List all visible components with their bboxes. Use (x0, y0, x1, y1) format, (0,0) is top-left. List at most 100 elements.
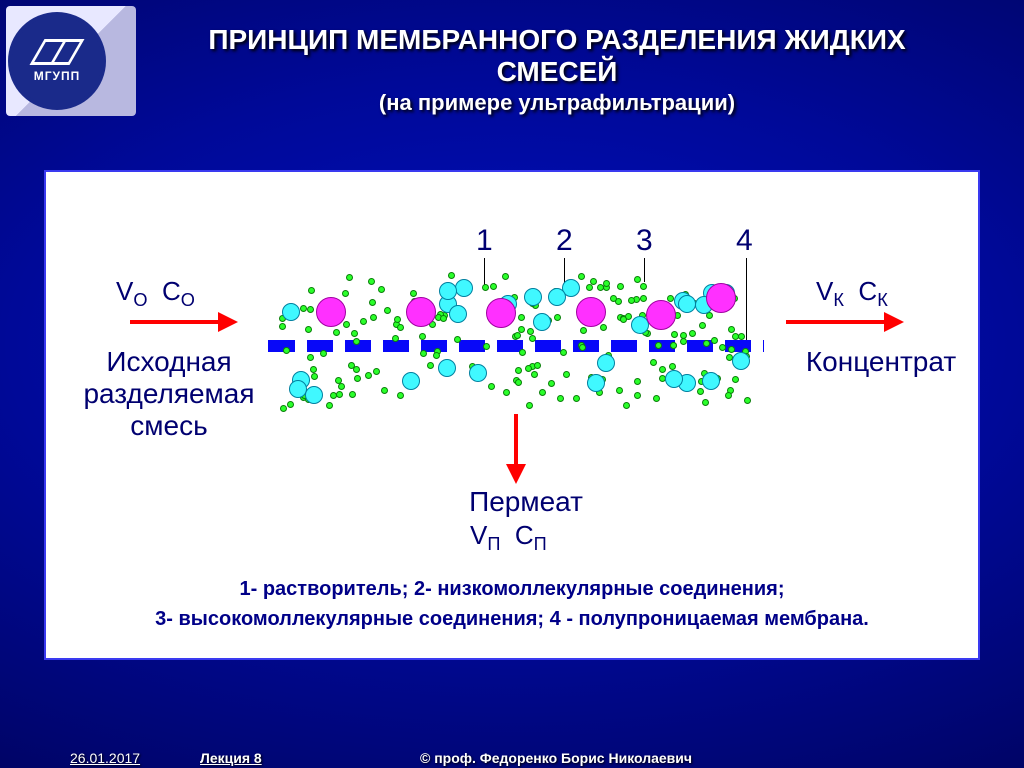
particle-solvent (307, 306, 314, 313)
particle-solvent (671, 331, 678, 338)
particle-solvent (287, 401, 294, 408)
particle-low-mw (678, 295, 696, 313)
particle-solvent (669, 363, 676, 370)
particle-low-mw (548, 288, 566, 306)
particle-solvent (419, 333, 426, 340)
particle-low-mw (305, 386, 323, 404)
particle-solvent (349, 391, 356, 398)
arrow-concentrate-out (786, 320, 886, 328)
particle-low-mw (597, 354, 615, 372)
particle-solvent (410, 290, 417, 297)
particle-solvent (427, 362, 434, 369)
particle-low-mw (524, 288, 542, 306)
footer-lecture: Лекция 8 (200, 750, 262, 766)
particle-solvent (586, 284, 593, 291)
particle-solvent (307, 354, 314, 361)
particle-solvent (655, 342, 662, 349)
particle-solvent (351, 330, 358, 337)
title-line1: ПРИНЦИП МЕМБРАННОГО РАЗДЕЛЕНИЯ ЖИДКИХ СМ… (150, 24, 964, 88)
particle-solvent (420, 350, 427, 357)
permeate-label: Пермеат (426, 486, 626, 518)
content-box: 1 2 3 4 VО CО Исходная разделяемая смесь… (44, 170, 980, 660)
particle-solvent (738, 333, 745, 340)
particle-solvent (378, 286, 385, 293)
particle-solvent (689, 330, 696, 337)
particle-solvent (336, 391, 343, 398)
feed-variables: VО CО (116, 276, 195, 311)
particle-low-mw (665, 370, 683, 388)
particle-solvent (342, 290, 349, 297)
particle-solvent (503, 389, 510, 396)
particle-solvent (308, 287, 315, 294)
particle-solvent (620, 316, 627, 323)
particle-solvent (699, 322, 706, 329)
logo-text: МГУПП (34, 69, 81, 83)
arrow-feed-in (130, 320, 220, 328)
particle-solvent (320, 350, 327, 357)
particle-solvent (580, 327, 587, 334)
particle-solvent (346, 274, 353, 281)
particle-solvent (526, 402, 533, 409)
particle-solvent (369, 299, 376, 306)
membrane-region (276, 272, 756, 412)
feed-label: Исходная разделяемая смесь (64, 346, 274, 443)
particle-solvent (490, 283, 497, 290)
legend-line2: 3- высокомоллекулярные соединения; 4 - п… (46, 604, 978, 634)
particle-solvent (311, 373, 318, 380)
logo-gear-icon: МГУПП (12, 16, 102, 106)
particle-solvent (610, 295, 617, 302)
particle-solvent (370, 314, 377, 321)
particle-low-mw (455, 279, 473, 297)
particle-solvent (548, 380, 555, 387)
particle-solvent (634, 276, 641, 283)
particle-high-mw (486, 298, 516, 328)
number-2: 2 (556, 224, 573, 258)
particle-solvent (590, 278, 597, 285)
particle-solvent (640, 283, 647, 290)
particle-solvent (560, 349, 567, 356)
particle-low-mw (282, 303, 300, 321)
particle-solvent (578, 273, 585, 280)
slide-title: ПРИНЦИП МЕМБРАННОГО РАЗДЕЛЕНИЯ ЖИДКИХ СМ… (150, 24, 964, 116)
concentrate-label: Концентрат (786, 346, 976, 378)
particle-solvent (360, 318, 367, 325)
particle-low-mw (732, 352, 750, 370)
particle-solvent (514, 332, 521, 339)
particle-solvent (529, 335, 536, 342)
particle-solvent (525, 365, 532, 372)
particle-solvent (518, 314, 525, 321)
particle-solvent (433, 352, 440, 359)
footer-author: © проф. Федоренко Борис Николаевич (420, 750, 692, 766)
arrow-permeate-out (514, 414, 522, 466)
particle-solvent (381, 387, 388, 394)
number-4: 4 (736, 224, 753, 258)
particle-solvent (397, 392, 404, 399)
particle-solvent (703, 340, 710, 347)
title-line2: (на примере ультрафильтрации) (150, 90, 964, 116)
particle-solvent (502, 273, 509, 280)
particle-solvent (519, 349, 526, 356)
particle-low-mw (438, 359, 456, 377)
legend-line1: 1- растворитель; 2- низкомоллекулярные с… (46, 574, 978, 604)
particle-low-mw (449, 305, 467, 323)
particle-solvent (623, 402, 630, 409)
particle-solvent (697, 388, 704, 395)
particle-solvent (659, 366, 666, 373)
particle-solvent (728, 346, 735, 353)
particle-solvent (600, 324, 607, 331)
particle-solvent (628, 297, 635, 304)
particle-low-mw (702, 372, 720, 390)
legend: 1- растворитель; 2- низкомоллекулярные с… (46, 574, 978, 634)
particle-solvent (539, 389, 546, 396)
footer-date: 26.01.2017 (70, 750, 140, 766)
particle-solvent (744, 397, 751, 404)
particle-solvent (448, 272, 455, 279)
particle-solvent (365, 372, 372, 379)
particle-solvent (384, 307, 391, 314)
particle-high-mw (406, 297, 436, 327)
number-1: 1 (476, 224, 493, 258)
particle-solvent (368, 278, 375, 285)
particle-solvent (579, 344, 586, 351)
particle-solvent (343, 321, 350, 328)
particle-solvent (373, 368, 380, 375)
